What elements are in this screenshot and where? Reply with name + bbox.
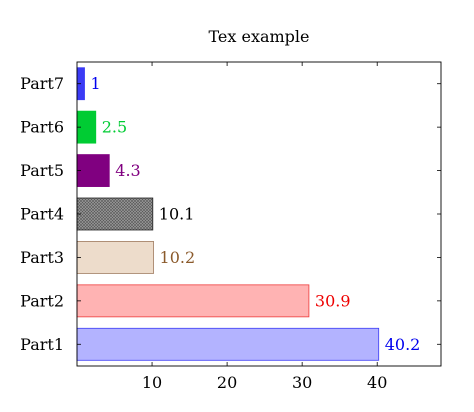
y-tick-label-part1: Part1: [20, 335, 64, 354]
bar-part3: [76, 241, 154, 274]
data-label-part4: 10.1: [159, 205, 195, 224]
y-tick-label-part6: Part6: [20, 118, 64, 137]
bar-part5: [76, 154, 110, 187]
chart-title: Tex example: [208, 27, 309, 46]
bar-part1: [76, 327, 380, 361]
data-label-part2: 30.9: [315, 291, 351, 310]
bar-part2: [76, 284, 310, 318]
y-tick-label-part3: Part3: [20, 248, 64, 267]
bars-group: 40.2 30.9 10.2 10.1 4.3 2.5 1: [76, 67, 421, 361]
y-tick-label-part4: Part4: [20, 205, 64, 224]
axis-group: Part1 Part2 Part3 Part4 Part5 Part6 Part7 10 20 3…: [20, 61, 442, 392]
y-tick-label-part2: Part2: [20, 291, 64, 310]
bar-part4: [76, 197, 154, 231]
x-tick-label-20: 20: [217, 373, 237, 392]
x-tick-label-10: 10: [142, 373, 162, 392]
y-tick-label-part5: Part5: [20, 161, 64, 180]
x-tick-label-30: 30: [292, 373, 312, 392]
plot-frame: [76, 61, 442, 367]
data-label-part3: 10.2: [160, 248, 196, 267]
data-label-part1: 40.2: [385, 335, 421, 354]
x-tick-label-40: 40: [367, 373, 387, 392]
data-label-part5: 4.3: [115, 161, 140, 180]
data-label-part6: 2.5: [102, 118, 127, 137]
data-label-part7: 1: [91, 74, 101, 93]
y-tick-label-part7: Part7: [20, 74, 64, 93]
